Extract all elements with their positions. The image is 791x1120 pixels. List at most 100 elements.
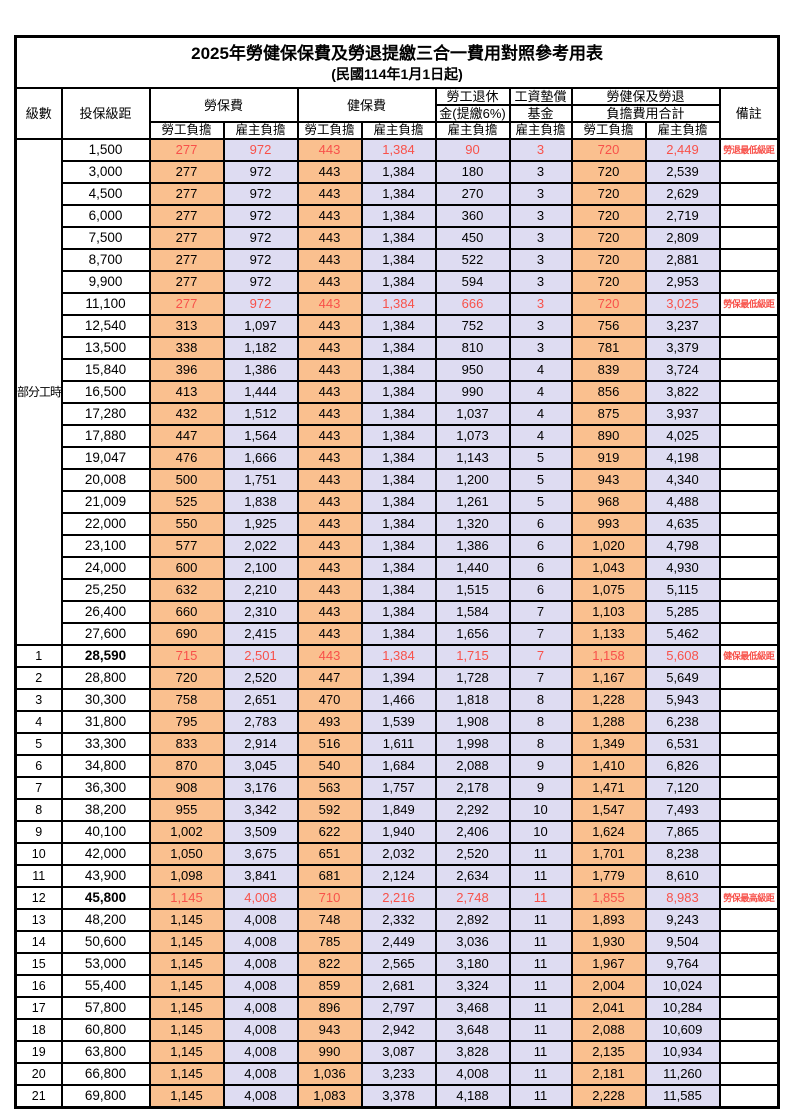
pension-employer-cell: 1,908 <box>434 710 511 734</box>
salary-bracket-cell: 16,500 <box>60 380 151 404</box>
health-employee-cell: 443 <box>296 512 363 536</box>
health-employer-cell: 1,384 <box>360 138 437 162</box>
labor-employer-cell: 1,386 <box>222 358 299 382</box>
level-cell: 4 <box>14 710 63 734</box>
table-row: 11 43,900 1,098 3,841 681 2,124 2,634 11 1,779 8,… <box>14 864 780 888</box>
remark-cell <box>718 996 780 1020</box>
remark-cell <box>718 380 780 404</box>
salary-bracket-cell: 13,500 <box>60 336 151 360</box>
wage-fund-employer-cell: 3 <box>508 204 573 228</box>
pension-employer-cell: 2,406 <box>434 820 511 844</box>
pension-employer-cell: 3,468 <box>434 996 511 1020</box>
total-employer-cell: 10,284 <box>644 996 721 1020</box>
labor-employee-cell: 476 <box>148 446 225 470</box>
wage-fund-employer-cell: 3 <box>508 182 573 206</box>
pension-employer-cell: 2,520 <box>434 842 511 866</box>
pension-employer-cell: 2,088 <box>434 754 511 778</box>
health-employer-cell: 1,384 <box>360 534 437 558</box>
salary-bracket-cell: 30,300 <box>60 688 151 712</box>
labor-employee-cell: 277 <box>148 204 225 228</box>
salary-bracket-cell: 55,400 <box>60 974 151 998</box>
level-cell: 1 <box>14 644 63 668</box>
health-employer-cell: 2,942 <box>360 1018 437 1042</box>
pension-employer-cell: 666 <box>434 292 511 316</box>
health-employee-cell: 443 <box>296 600 363 624</box>
health-employer-cell: 1,384 <box>360 160 437 184</box>
remark-cell <box>718 688 780 712</box>
labor-employee-cell: 313 <box>148 314 225 338</box>
salary-bracket-cell: 21,009 <box>60 490 151 514</box>
total-employee-cell: 1,043 <box>570 556 647 580</box>
header-remark: 備註 <box>718 87 780 140</box>
pension-employer-cell: 990 <box>434 380 511 404</box>
salary-bracket-cell: 69,800 <box>60 1084 151 1109</box>
health-employer-cell: 3,087 <box>360 1040 437 1064</box>
total-employer-cell: 3,724 <box>644 358 721 382</box>
total-employee-cell: 720 <box>570 182 647 206</box>
table-row: 9,900 277 972 443 1,384 594 3 720 2,953 <box>16 270 780 294</box>
total-employer-cell: 7,493 <box>644 798 721 822</box>
labor-employee-cell: 870 <box>148 754 225 778</box>
health-employee-cell: 540 <box>296 754 363 778</box>
remark-cell <box>718 974 780 998</box>
labor-employer-cell: 2,310 <box>222 600 299 624</box>
health-employee-cell: 443 <box>296 556 363 580</box>
remark-cell <box>718 930 780 954</box>
health-employee-cell: 748 <box>296 908 363 932</box>
health-employee-cell: 443 <box>296 380 363 404</box>
header-health-employee-share: 勞工負擔 <box>296 121 363 140</box>
header-row-3: 勞工負擔 雇主負擔 勞工負擔 雇主負擔 雇主負擔 雇主負擔 勞工負擔 雇主負擔 <box>16 121 779 140</box>
labor-employer-cell: 4,008 <box>222 952 299 976</box>
health-employee-cell: 447 <box>296 666 363 690</box>
labor-employer-cell: 1,444 <box>222 380 299 404</box>
remark-cell <box>718 512 780 536</box>
salary-bracket-cell: 66,800 <box>60 1062 151 1086</box>
total-employer-cell: 2,719 <box>644 204 721 228</box>
health-employer-cell: 1,384 <box>360 622 437 646</box>
health-employer-cell: 2,565 <box>360 952 437 976</box>
pension-employer-cell: 450 <box>434 226 511 250</box>
total-employer-cell: 2,449 <box>644 138 721 162</box>
wage-fund-employer-cell: 6 <box>508 512 573 536</box>
health-employee-cell: 896 <box>296 996 363 1020</box>
total-employer-cell: 9,243 <box>644 908 721 932</box>
labor-employer-cell: 4,008 <box>222 908 299 932</box>
salary-bracket-cell: 57,800 <box>60 996 151 1020</box>
remark-cell <box>718 622 780 646</box>
pension-employer-cell: 3,648 <box>434 1018 511 1042</box>
labor-employer-cell: 2,783 <box>222 710 299 734</box>
health-employee-cell: 443 <box>296 358 363 382</box>
labor-employer-cell: 972 <box>222 182 299 206</box>
labor-employee-cell: 1,050 <box>148 842 225 866</box>
health-employer-cell: 1,384 <box>360 226 437 250</box>
table-row: 16 55,400 1,145 4,008 859 2,681 3,324 11 2,004 10… <box>14 974 780 998</box>
salary-bracket-cell: 17,880 <box>60 424 151 448</box>
table-row: 2 28,800 720 2,520 447 1,394 1,728 7 1,167 5,649 <box>14 666 780 690</box>
level-cell: 9 <box>14 820 63 844</box>
total-employer-cell: 11,585 <box>644 1084 721 1109</box>
total-employee-cell: 993 <box>570 512 647 536</box>
header-wage-fund-line2: 基金 <box>508 104 573 123</box>
wage-fund-employer-cell: 11 <box>508 996 573 1020</box>
labor-employer-cell: 972 <box>222 292 299 316</box>
labor-employee-cell: 447 <box>148 424 225 448</box>
remark-cell <box>718 710 780 734</box>
total-employer-cell: 7,865 <box>644 820 721 844</box>
total-employee-cell: 1,133 <box>570 622 647 646</box>
total-employee-cell: 2,004 <box>570 974 647 998</box>
health-employee-cell: 443 <box>296 204 363 228</box>
health-employer-cell: 2,681 <box>360 974 437 998</box>
remark-cell <box>718 908 780 932</box>
title-cell: 2025年勞健保保費及勞退提繳三合一費用對照參考用表 (民國114年1月1日起) <box>14 35 780 89</box>
salary-bracket-cell: 28,800 <box>60 666 151 690</box>
salary-bracket-cell: 33,300 <box>60 732 151 756</box>
labor-employer-cell: 1,182 <box>222 336 299 360</box>
remark-cell <box>718 358 780 382</box>
labor-employer-cell: 1,564 <box>222 424 299 448</box>
pension-employer-cell: 1,440 <box>434 556 511 580</box>
health-employee-cell: 443 <box>296 534 363 558</box>
remark-cell <box>718 798 780 822</box>
part-time-group-cell: 部分工時 <box>14 138 63 646</box>
health-employer-cell: 1,394 <box>360 666 437 690</box>
